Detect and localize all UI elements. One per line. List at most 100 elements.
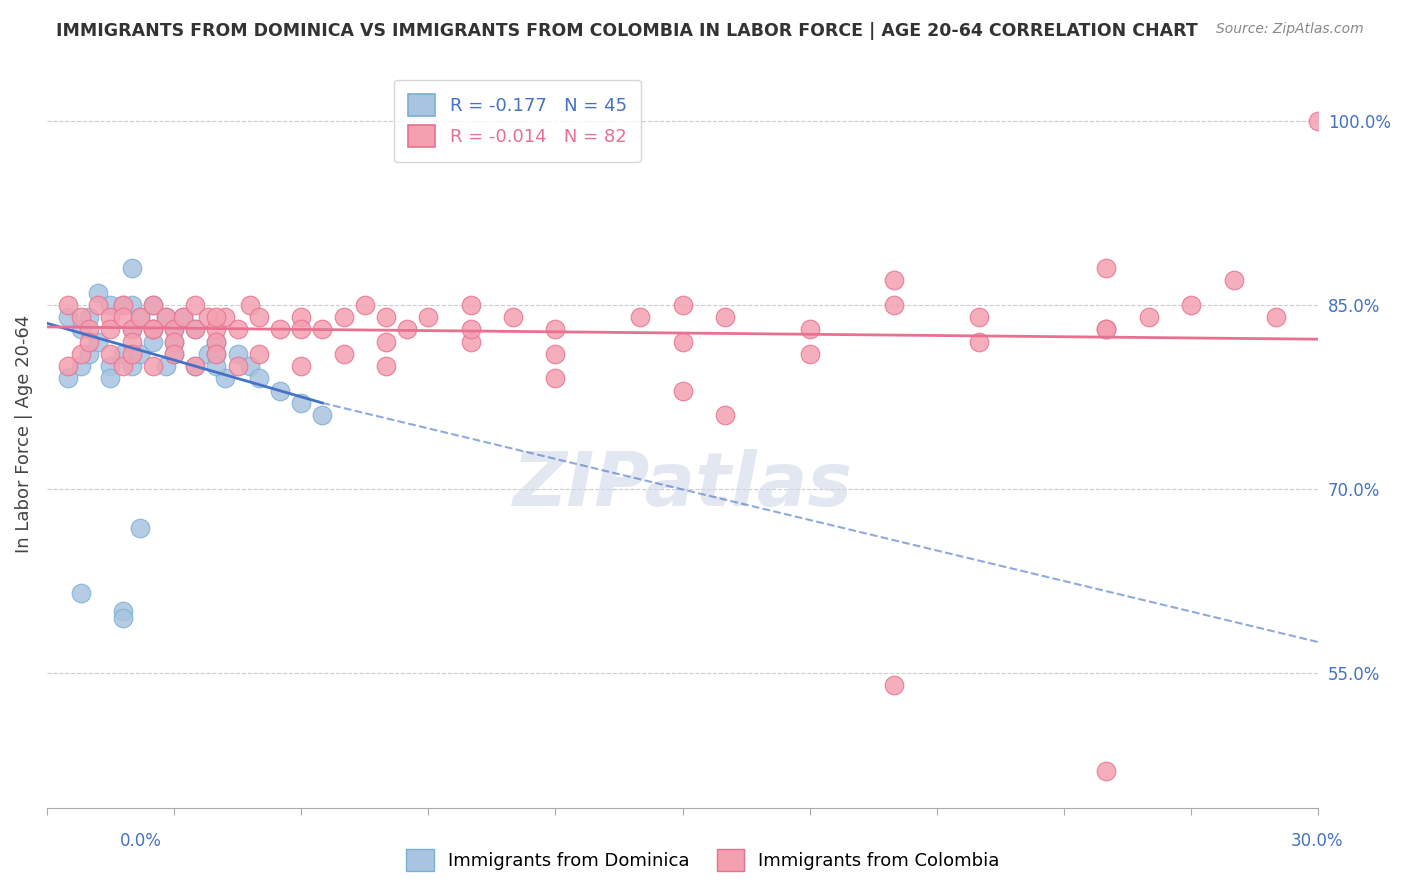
Y-axis label: In Labor Force | Age 20-64: In Labor Force | Age 20-64: [15, 315, 32, 553]
Point: [197, 347, 219, 361]
Point: [418, 310, 440, 325]
Point: [184, 322, 207, 336]
Point: [163, 347, 186, 361]
Point: [883, 298, 905, 312]
Point: [226, 347, 249, 361]
Point: [129, 310, 152, 325]
Point: [184, 298, 207, 312]
Point: [374, 310, 396, 325]
Point: [163, 347, 186, 361]
Point: [69, 359, 91, 373]
Point: [883, 678, 905, 692]
Point: [205, 347, 228, 361]
Point: [197, 310, 219, 325]
Point: [671, 334, 693, 349]
Text: 30.0%: 30.0%: [1291, 831, 1343, 849]
Point: [129, 347, 152, 361]
Point: [87, 285, 110, 300]
Point: [184, 359, 207, 373]
Point: [100, 298, 122, 312]
Point: [56, 298, 79, 312]
Point: [163, 322, 186, 336]
Point: [77, 334, 100, 349]
Point: [460, 298, 482, 312]
Point: [247, 371, 270, 385]
Point: [100, 310, 122, 325]
Point: [142, 322, 165, 336]
Point: [163, 334, 186, 349]
Point: [163, 334, 186, 349]
Point: [121, 359, 143, 373]
Point: [353, 298, 375, 312]
Point: [205, 347, 228, 361]
Point: [332, 347, 354, 361]
Point: [142, 322, 165, 336]
Point: [87, 334, 110, 349]
Legend: Immigrants from Dominica, Immigrants from Colombia: Immigrants from Dominica, Immigrants fro…: [399, 842, 1007, 879]
Point: [155, 359, 177, 373]
Point: [290, 359, 312, 373]
Point: [544, 371, 567, 385]
Point: [100, 359, 122, 373]
Point: [714, 408, 737, 422]
Point: [142, 359, 165, 373]
Point: [1095, 322, 1118, 336]
Point: [1180, 298, 1202, 312]
Point: [56, 359, 79, 373]
Point: [77, 322, 100, 336]
Point: [396, 322, 419, 336]
Point: [967, 310, 990, 325]
Text: ZIPatlas: ZIPatlas: [513, 450, 852, 523]
Point: [311, 322, 333, 336]
Point: [112, 604, 135, 618]
Point: [69, 586, 91, 600]
Legend: R = -0.177   N = 45, R = -0.014   N = 82: R = -0.177 N = 45, R = -0.014 N = 82: [394, 80, 641, 161]
Point: [883, 273, 905, 287]
Point: [100, 347, 122, 361]
Point: [214, 310, 236, 325]
Point: [1095, 322, 1118, 336]
Point: [184, 322, 207, 336]
Point: [214, 371, 236, 385]
Point: [184, 359, 207, 373]
Point: [1095, 261, 1118, 276]
Point: [544, 347, 567, 361]
Point: [155, 310, 177, 325]
Point: [121, 261, 143, 276]
Point: [205, 334, 228, 349]
Point: [121, 334, 143, 349]
Point: [460, 322, 482, 336]
Point: [290, 396, 312, 410]
Point: [226, 359, 249, 373]
Point: [247, 310, 270, 325]
Point: [142, 322, 165, 336]
Point: [155, 310, 177, 325]
Point: [1222, 273, 1244, 287]
Point: [226, 322, 249, 336]
Point: [112, 610, 135, 624]
Point: [1095, 764, 1118, 778]
Point: [142, 298, 165, 312]
Point: [205, 310, 228, 325]
Point: [269, 322, 291, 336]
Point: [77, 310, 100, 325]
Point: [967, 334, 990, 349]
Point: [671, 298, 693, 312]
Point: [112, 298, 135, 312]
Point: [205, 359, 228, 373]
Point: [77, 347, 100, 361]
Point: [56, 310, 79, 325]
Point: [112, 347, 135, 361]
Point: [374, 334, 396, 349]
Point: [332, 310, 354, 325]
Point: [100, 371, 122, 385]
Point: [671, 384, 693, 398]
Text: 0.0%: 0.0%: [120, 831, 162, 849]
Point: [247, 347, 270, 361]
Point: [374, 359, 396, 373]
Point: [112, 359, 135, 373]
Point: [142, 298, 165, 312]
Point: [121, 322, 143, 336]
Point: [239, 298, 262, 312]
Point: [121, 298, 143, 312]
